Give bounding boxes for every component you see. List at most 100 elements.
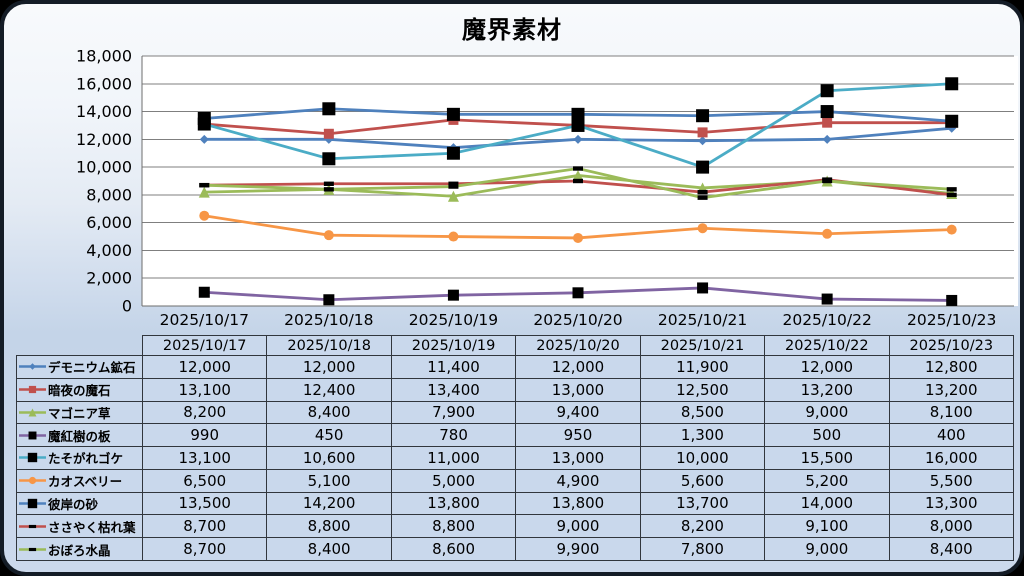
data-point-marker — [571, 118, 585, 132]
value-cell: 8,200 — [639, 514, 766, 539]
value-cell: 12,400 — [266, 377, 392, 402]
value-cell: 9,400 — [515, 400, 641, 425]
table-row: 暗夜の魔石 13,100 12,400 13,400 13,000 12,500 13,20… — [16, 377, 1015, 402]
data-point-marker — [199, 134, 209, 144]
data-table: 2025/10/17 2025/10/18 2025/10/19 2025/10/20… — [16, 335, 1015, 561]
value-cell: 950 — [515, 423, 641, 448]
data-point-marker — [697, 223, 708, 234]
data-point-marker — [573, 232, 583, 243]
data-point-marker — [820, 84, 834, 98]
x-axis-label: 2025/10/20 — [533, 311, 622, 329]
legend-marker-icon — [19, 477, 46, 485]
value-cell: 400 — [888, 423, 1015, 448]
data-point-marker — [199, 182, 210, 188]
value-cell: 13,300 — [888, 491, 1015, 516]
table-row: 魔紅樹の板 990 450 780 950 1,300 500 400 — [16, 423, 1015, 448]
data-point-marker — [29, 363, 36, 371]
series-name-label: デモニウム鉱石 — [48, 360, 136, 376]
series-name-cell: マゴニア草 — [16, 400, 143, 425]
value-cell: 5,200 — [764, 468, 890, 493]
data-point-marker — [946, 192, 957, 198]
data-point-marker — [448, 184, 459, 189]
value-cell: 13,200 — [888, 377, 1015, 402]
series-7 — [197, 102, 959, 128]
value-cell: 15,500 — [764, 446, 890, 470]
data-point-marker — [322, 102, 336, 116]
data-point-marker — [822, 134, 832, 144]
y-axis-label: 4,000 — [86, 241, 132, 260]
table-corner-blank — [17, 336, 143, 356]
series-name-cell: デモニウム鉱石 — [16, 355, 143, 379]
value-cell: 8,000 — [888, 514, 1015, 539]
value-cell: 13,400 — [390, 377, 517, 402]
value-cell: 12,000 — [764, 355, 890, 379]
value-cell: 13,700 — [639, 491, 766, 516]
data-point-marker — [27, 498, 38, 509]
value-cell: 780 — [390, 423, 517, 448]
data-point-marker — [822, 178, 833, 184]
value-cell: 13,100 — [141, 377, 268, 402]
data-point-marker — [572, 169, 584, 181]
series-name-cell: ささやく枯れ葉 — [16, 514, 143, 539]
value-cell: 16,000 — [888, 446, 1015, 470]
data-point-marker — [28, 408, 37, 417]
value-cell: 1,300 — [639, 423, 766, 448]
table-row: マゴニア草 8,200 8,400 7,900 9,400 8,500 9,000 8,100 — [16, 400, 1015, 425]
column-header-date: 2025/10/22 — [764, 335, 890, 356]
data-point-marker — [945, 114, 959, 128]
line-chart: 0 2,000 4,000 6,000 8,000 10,000 12,000 14,000 1… — [76, 47, 1018, 329]
series-name-cell: おぼろ水晶 — [16, 537, 143, 561]
legend-marker-icon — [19, 453, 46, 463]
value-cell: 9,100 — [764, 514, 890, 539]
value-cell: 13,100 — [141, 446, 268, 470]
data-point-marker — [446, 146, 460, 160]
legend-marker-icon — [19, 547, 46, 551]
value-cell: 13,000 — [515, 446, 641, 470]
x-axis-label: 2025/10/21 — [658, 311, 747, 329]
data-point-marker — [447, 190, 459, 202]
table-row: 彼岸の砂 13,500 14,200 13,800 13,800 13,700 14,000… — [16, 491, 1015, 516]
value-cell: 5,500 — [888, 468, 1015, 493]
data-point-marker — [28, 477, 37, 485]
data-point-marker — [946, 187, 957, 192]
data-point-marker — [946, 224, 957, 235]
y-axis-label: 2,000 — [86, 269, 132, 288]
data-point-marker — [573, 178, 583, 184]
value-cell: 14,000 — [764, 491, 890, 516]
data-point-marker — [323, 230, 334, 241]
value-cell: 5,000 — [390, 468, 517, 493]
value-cell: 8,400 — [888, 537, 1015, 561]
x-axis-label: 2025/10/22 — [782, 311, 871, 329]
series-name-label: 魔紅樹の板 — [48, 428, 111, 444]
data-point-marker — [822, 117, 833, 128]
data-point-marker — [946, 294, 958, 306]
legend-marker-icon — [19, 431, 46, 440]
series-name-cell: 彼岸の砂 — [16, 491, 143, 516]
data-point-marker — [822, 228, 833, 239]
value-cell: 8,500 — [639, 400, 766, 425]
value-cell: 13,800 — [515, 491, 641, 516]
legend-marker-icon — [19, 386, 46, 394]
value-cell: 990 — [141, 423, 268, 448]
chart-title: 魔界素材 — [462, 16, 562, 44]
series-name-label: カオスベリー — [48, 474, 123, 490]
value-cell: 6,500 — [141, 468, 268, 493]
value-cell: 8,700 — [141, 514, 268, 539]
value-cell: 8,400 — [266, 537, 392, 561]
value-cell: 7,900 — [390, 400, 517, 425]
series-name-label: たそがれゴケ — [48, 451, 124, 467]
value-cell: 12,000 — [515, 355, 641, 379]
value-cell: 450 — [266, 423, 392, 448]
data-point-marker — [698, 136, 708, 146]
data-point-marker — [697, 189, 708, 195]
column-header-date: 2025/10/17 — [141, 335, 268, 356]
value-cell: 11,000 — [390, 446, 517, 470]
value-cell: 11,900 — [639, 355, 766, 379]
data-point-marker — [28, 547, 37, 551]
data-point-marker — [323, 128, 334, 139]
value-cell: 4,900 — [515, 468, 641, 493]
table-row: おぼろ水晶 8,700 8,400 8,600 9,900 7,800 9,000 8,400 — [16, 537, 1015, 561]
value-cell: 8,800 — [266, 514, 392, 539]
series-9 — [199, 166, 957, 200]
value-cell: 9,000 — [764, 537, 890, 561]
